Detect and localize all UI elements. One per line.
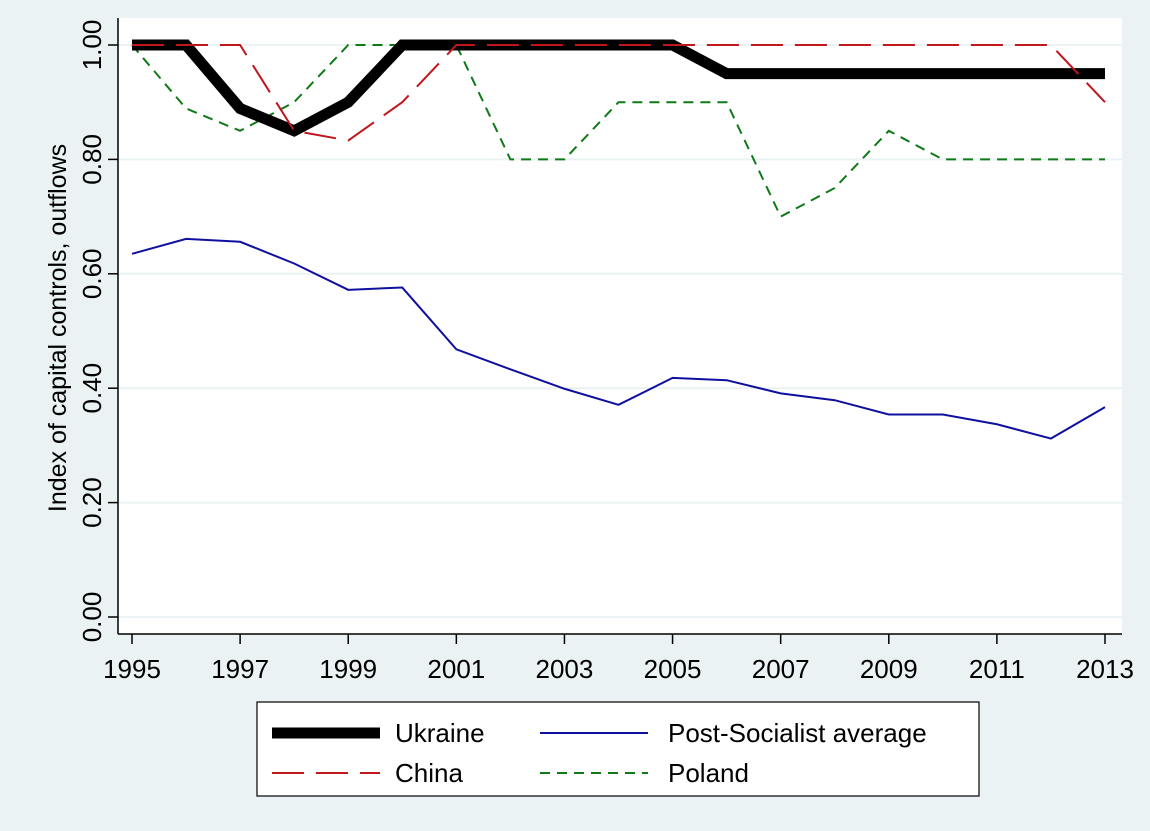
x-tick-label: 2001 <box>427 654 485 684</box>
series-line-ukraine <box>132 39 1105 137</box>
legend-label-post-socialist-average: Post-Socialist average <box>668 718 927 748</box>
legend-box <box>256 701 980 797</box>
series-line-poland <box>131 44 1105 218</box>
x-tick-label: 2009 <box>860 654 918 684</box>
x-tick-label: 2005 <box>644 654 702 684</box>
x-tick-label: 2003 <box>536 654 594 684</box>
x-tick-label: 2013 <box>1076 654 1134 684</box>
series-layer <box>131 39 1106 440</box>
x-axis-ticks: 1995 1997 1999 2001 2003 2005 2007 2009 2011 2013 <box>103 634 1134 684</box>
y-tick-label: 0.20 <box>77 477 107 528</box>
x-tick-label: 2007 <box>752 654 810 684</box>
y-axis-label: Index of capital controls, outflows <box>44 144 72 512</box>
x-tick-label: 2011 <box>969 654 1025 684</box>
series-line-post-socialist-average <box>131 237 1106 440</box>
y-axis-ticks: 0.00 0.20 0.40 0.60 0.80 1.00 <box>77 20 118 643</box>
y-tick-label: 0.80 <box>77 134 107 185</box>
legend-label-china: China <box>395 758 463 788</box>
x-tick-label: 1997 <box>211 654 269 684</box>
y-tick-label: 1.00 <box>77 20 107 71</box>
legend-label-ukraine: Ukraine <box>395 718 485 748</box>
y-tick-label: 0.40 <box>77 363 107 414</box>
x-tick-label: 1999 <box>319 654 377 684</box>
legend-label-poland: Poland <box>668 758 749 788</box>
x-tick-label: 1995 <box>103 654 161 684</box>
y-tick-label: 0.60 <box>77 248 107 299</box>
legend: Ukraine Post-Socialist average China Poland <box>272 718 927 788</box>
plot-background <box>118 18 1122 634</box>
series-line-china <box>132 44 1106 142</box>
y-tick-label: 0.00 <box>77 592 107 643</box>
